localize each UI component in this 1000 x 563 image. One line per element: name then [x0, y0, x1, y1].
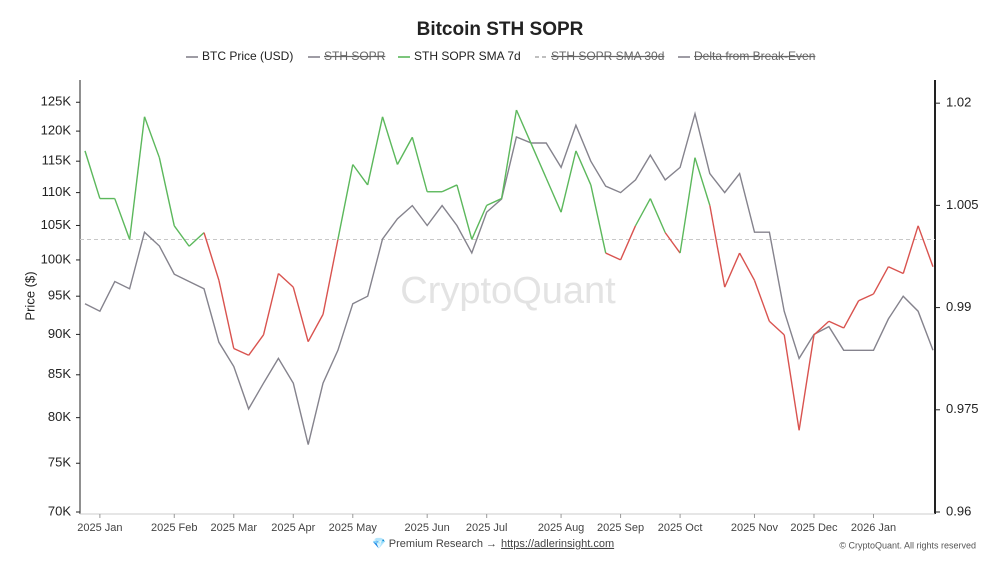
x-tick-label: 2025 Mar: [211, 522, 258, 534]
sma-segment: [203, 232, 220, 281]
sma-segment: [411, 137, 428, 192]
sma-segment: [292, 286, 309, 342]
sma-segment: [218, 280, 235, 349]
y2-tick-label: 1.02: [946, 95, 971, 110]
sma-segment: [634, 198, 651, 227]
sma-segment: [262, 273, 280, 336]
sma-segment: [307, 314, 324, 342]
y-tick-label: 90K: [48, 326, 71, 341]
x-tick-label: 2025 Aug: [538, 522, 585, 534]
sma-segment: [888, 266, 904, 275]
sma-segment: [545, 177, 562, 213]
sma-segment: [858, 293, 874, 302]
y2-tick-label: 0.975: [946, 401, 979, 416]
x-tick-label: 2025 Apr: [271, 522, 315, 534]
sma-segment: [619, 225, 637, 261]
y2-tick-label: 0.99: [946, 299, 971, 314]
sma-segment: [605, 252, 621, 261]
copyright: © CryptoQuant. All rights reserved: [839, 540, 976, 550]
sma-segment: [872, 266, 889, 295]
x-tick-label: 2025 Sep: [597, 522, 644, 534]
sma-segment: [366, 116, 384, 186]
sma-segment: [709, 205, 726, 288]
sma-segment: [352, 164, 369, 186]
sma-segment: [84, 150, 101, 199]
y-axis-label: Price ($): [22, 271, 37, 320]
legend-label[interactable]: STH SOPR SMA 30d: [551, 49, 664, 63]
legend-label[interactable]: STH SOPR: [324, 49, 386, 63]
sma-segment: [768, 320, 785, 336]
sma-segment: [143, 116, 161, 158]
sma-segment: [381, 116, 399, 165]
y-tick-label: 125K: [41, 94, 72, 109]
x-tick-label: 2025 Jun: [405, 522, 450, 534]
watermark: CryptoQuant: [400, 270, 616, 312]
sma-segment: [188, 232, 205, 247]
y-tick-label: 115K: [42, 153, 72, 168]
sma-segment: [560, 150, 577, 213]
sma-segment: [828, 320, 845, 329]
y-tick-label: 100K: [41, 251, 72, 266]
sma-segment: [515, 109, 532, 145]
x-tick-label: 2025 Dec: [790, 522, 838, 534]
x-tick-label: 2025 Jan: [77, 522, 122, 534]
sma-segment: [738, 252, 756, 281]
sma-segment: [813, 320, 830, 336]
y2-tick-label: 0.96: [946, 503, 971, 518]
sma-segment: [530, 143, 547, 179]
footer-link[interactable]: https://adlerinsight.com: [501, 538, 614, 550]
price-line: [84, 110, 934, 445]
x-tick-label: 2025 Nov: [731, 522, 779, 534]
sma-segment: [248, 334, 265, 356]
y-tick-label: 110K: [42, 184, 72, 199]
sma-segment: [471, 205, 488, 240]
sma-segment: [902, 225, 919, 274]
sma-segment: [396, 136, 413, 165]
sma-segment: [277, 272, 294, 288]
y-tick-label: 95K: [48, 288, 71, 303]
y-tick-label: 120K: [41, 123, 72, 138]
y-tick-label: 80K: [48, 409, 71, 424]
sma-segment: [783, 334, 800, 431]
sma-segment: [694, 157, 711, 206]
x-tick-label: 2025 May: [329, 522, 378, 534]
legend-label[interactable]: Delta from Break-Even: [694, 49, 815, 63]
y-tick-label: 105K: [41, 217, 72, 232]
sma-segment: [441, 184, 458, 193]
sma-segment: [798, 334, 815, 431]
x-tick-label: 2026 Jan: [851, 522, 896, 534]
y-tick-label: 85K: [48, 366, 71, 381]
y2-tick-label: 1.005: [946, 197, 979, 212]
sma-segment: [322, 239, 339, 315]
sma-segment: [114, 198, 131, 240]
footer-text: 💎 Premium Research →: [372, 537, 497, 550]
x-tick-label: 2025 Oct: [658, 522, 703, 534]
sma-segment: [664, 232, 681, 254]
sma-segment: [649, 198, 666, 233]
sma-segment: [158, 157, 175, 226]
sma-segment: [753, 280, 771, 322]
sma-segment: [724, 252, 741, 288]
sma-segment: [575, 150, 592, 186]
sma-segment: [173, 225, 190, 247]
legend-label[interactable]: BTC Price (USD): [202, 49, 293, 63]
sma-segment: [679, 157, 696, 254]
x-tick-label: 2025 Jul: [466, 522, 508, 534]
y-tick-label: 70K: [48, 503, 71, 518]
sma-segment: [233, 347, 249, 356]
sma-segment: [456, 184, 473, 240]
sma-segment: [843, 300, 860, 329]
sma-segment: [337, 164, 354, 240]
sma-segment: [486, 197, 502, 207]
sma-segment: [917, 225, 934, 267]
x-tick-label: 2025 Feb: [151, 522, 197, 534]
sma-segment: [500, 109, 518, 199]
sma-segment: [128, 116, 146, 240]
chart-title: Bitcoin STH SOPR: [417, 19, 584, 40]
sma-segment: [590, 184, 607, 254]
legend-label[interactable]: STH SOPR SMA 7d: [414, 49, 521, 63]
y-tick-label: 75K: [48, 455, 71, 470]
